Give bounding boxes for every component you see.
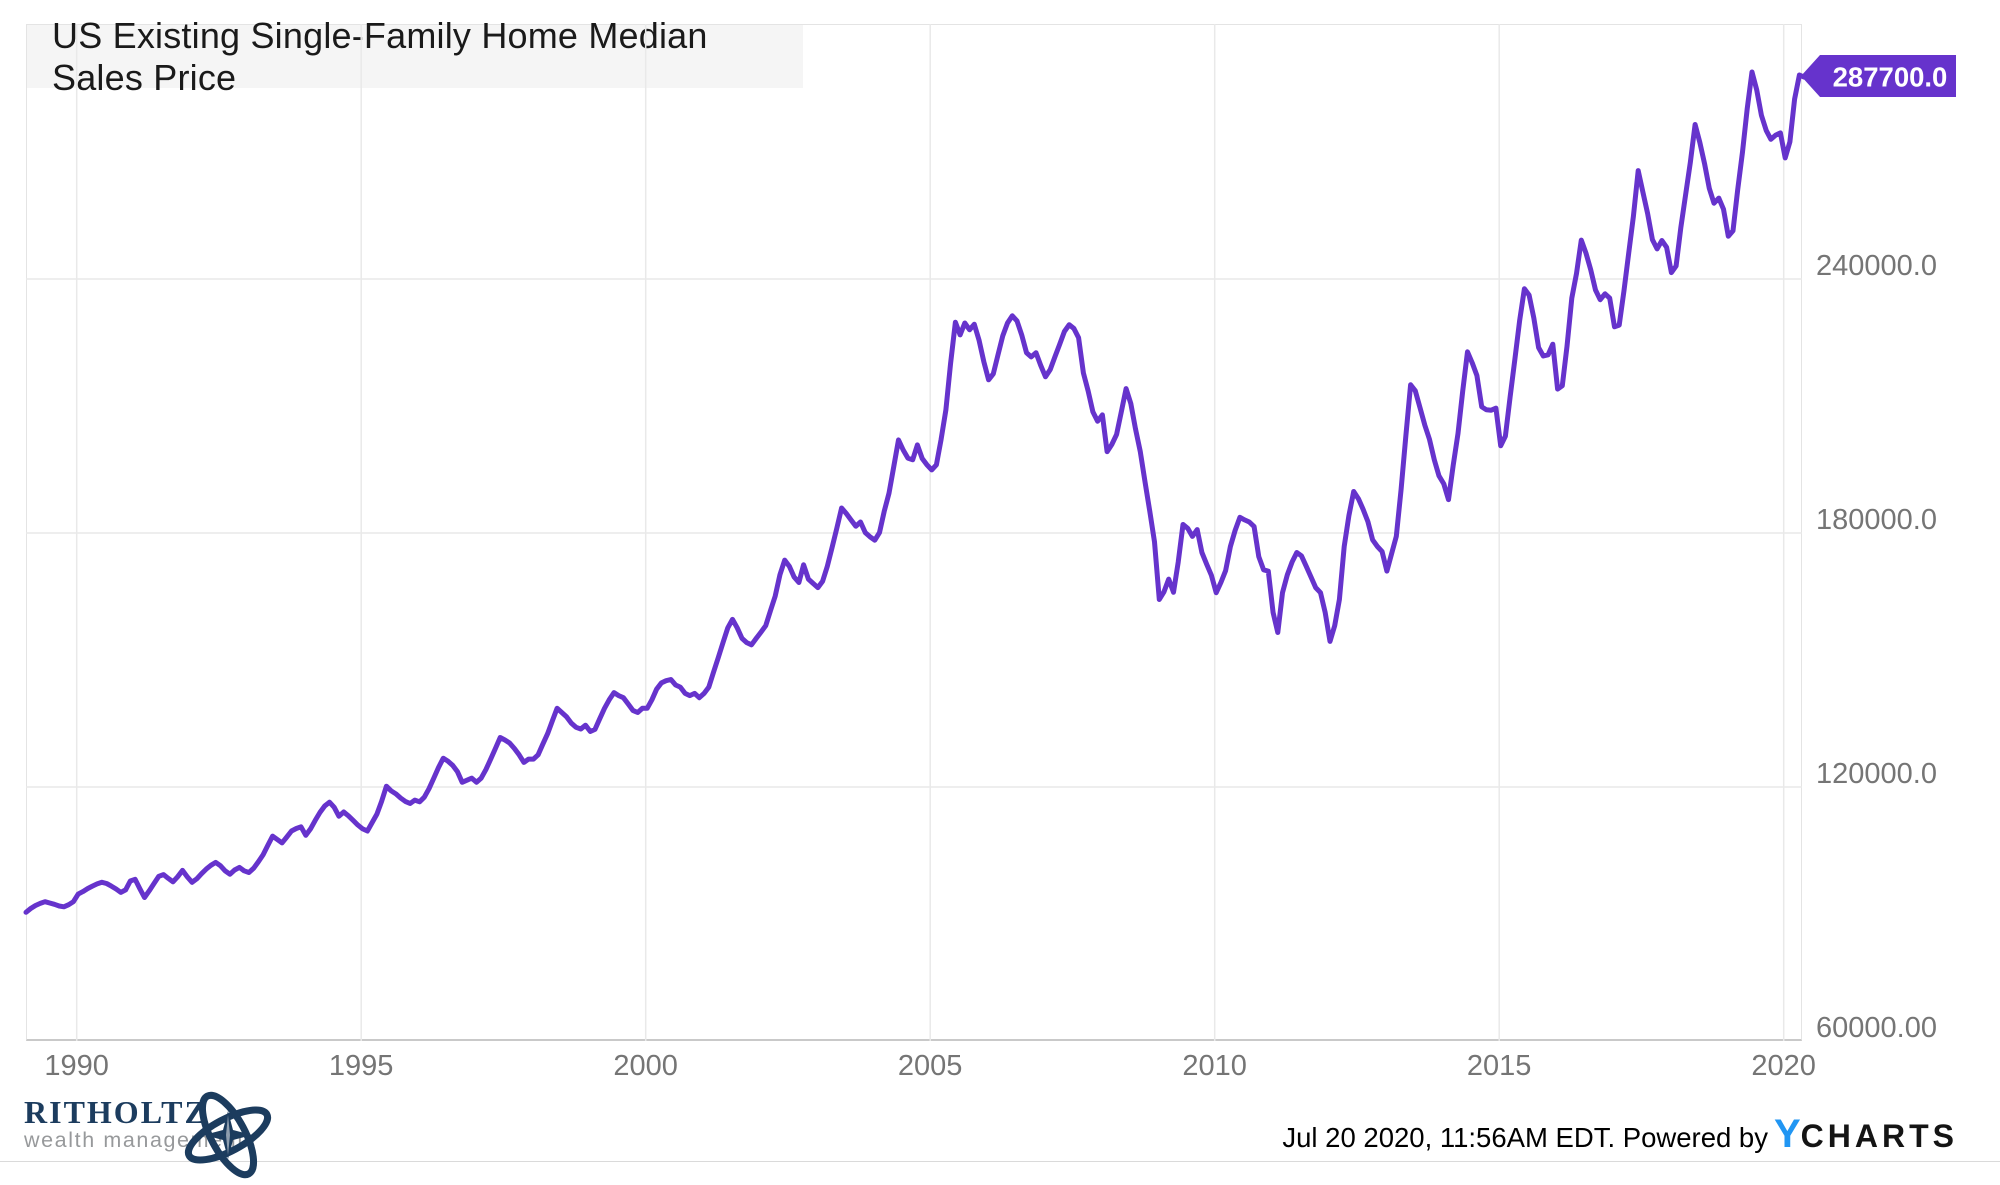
x-tick-label: 2015 <box>1466 1050 1532 1082</box>
ritholtz-logo[interactable]: RITHOLTZ wealth management <box>24 1091 272 1179</box>
ycharts-wordmark[interactable]: CHARTS <box>1800 1118 1958 1154</box>
y-tick-label: 180000.0 <box>1816 504 1937 536</box>
ritholtz-globe-icon <box>184 1091 272 1179</box>
chart-title: US Existing Single-Family Home Median Sa… <box>52 14 708 98</box>
x-tick-label: 1995 <box>328 1050 394 1082</box>
x-tick-label: 1990 <box>44 1050 109 1082</box>
x-tick-label: 2010 <box>1182 1050 1247 1082</box>
plot-area[interactable] <box>26 24 1802 1041</box>
footer-timestamp: Jul 20 2020, 11:56AM EDT. Powered by Y C… <box>1282 1112 1958 1157</box>
timestamp-text: Jul 20 2020, 11:56AM EDT. Powered by <box>1282 1122 1768 1153</box>
y-tick-label: 120000.0 <box>1816 758 1937 790</box>
ritholtz-wordmark: RITHOLTZ <box>24 1094 208 1130</box>
last-value-badge: 287700.0 <box>1798 52 1960 105</box>
y-tick-label: 60000.00 <box>1816 1012 1937 1044</box>
ycharts-y-icon[interactable]: Y <box>1773 1112 1801 1156</box>
chart-title-box: US Existing Single-Family Home Median Sa… <box>27 15 803 98</box>
page-bottom-divider <box>0 1161 2000 1162</box>
y-tick-label: 240000.0 <box>1816 250 1937 282</box>
x-tick-label: 2000 <box>613 1050 678 1082</box>
badge-arrow-shape <box>1801 55 1956 97</box>
x-tick-label: 2005 <box>897 1050 963 1082</box>
badge-value-text: 287700.0 <box>1833 62 1948 93</box>
x-tick-label: 2020 <box>1751 1050 1816 1082</box>
